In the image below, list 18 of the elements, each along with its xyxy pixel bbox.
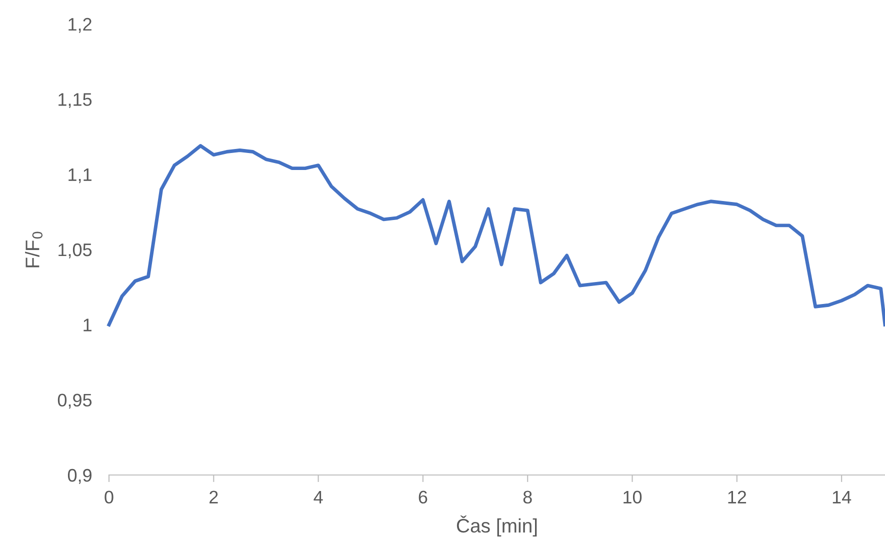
x-tick-label: 8 (523, 490, 532, 504)
y-tick-label: 1,1 (68, 168, 92, 184)
y-tick-label: 1,05 (58, 243, 92, 258)
x-tick-label: 10 (624, 490, 642, 504)
x-tick-label: 4 (314, 490, 323, 504)
y-tick-label: 1,2 (68, 18, 92, 33)
line-series (107, 144, 885, 326)
x-tick-label: 12 (728, 490, 746, 504)
y-axis-title: F/F$_{0}$ (25, 232, 43, 268)
x-tick-label: 2 (210, 490, 218, 504)
x-tick-label: 0 (104, 490, 114, 504)
x-axis-title: Čas [min] (456, 515, 537, 536)
y-tick-label: 0,9 (68, 468, 92, 484)
y-tick-label: 0,95 (58, 394, 92, 409)
x-tick-label: 6 (418, 490, 428, 504)
x-tick-label: 14 (832, 490, 852, 504)
y-tick-label: 1 (84, 318, 92, 332)
y-tick-label: 1,15 (58, 93, 92, 108)
